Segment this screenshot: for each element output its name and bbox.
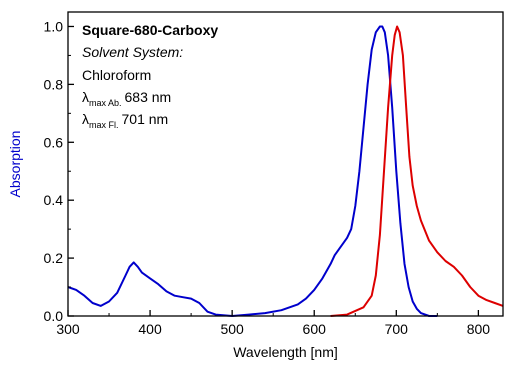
compound-name: Square-680-Carboxy xyxy=(82,22,218,38)
plot-frame xyxy=(67,11,504,317)
lambda-symbol: λ xyxy=(82,111,89,127)
y-tick-label: 0.6 xyxy=(44,134,64,150)
y-tick-label: 1.0 xyxy=(44,18,64,34)
lambda-sub-abs: max Ab. xyxy=(89,98,122,108)
y-axis-title: Absorption xyxy=(7,131,23,198)
x-tick-label: 300 xyxy=(56,321,80,337)
lambda-max-absorption: λmax Ab. 683 nm xyxy=(82,89,171,108)
plot-lines xyxy=(67,25,504,317)
x-tick-label: 800 xyxy=(467,321,491,337)
axis-ticks: 300 400 500 600 700 800 0.0 0.2 0.4 0.6 0.8 1.0 xyxy=(44,18,491,337)
solvent-name: Chloroform xyxy=(82,67,151,83)
x-tick-label: 500 xyxy=(220,321,244,337)
x-tick-label: 700 xyxy=(385,321,409,337)
lambda-fl-value: 701 nm xyxy=(122,111,169,127)
y-tick-label: 0.0 xyxy=(44,308,64,324)
x-tick-label: 400 xyxy=(138,321,162,337)
fluorescence-curve xyxy=(330,25,504,317)
lambda-abs-value: 683 nm xyxy=(125,89,172,105)
y-tick-label: 0.2 xyxy=(44,250,64,266)
annotation-block: Square-680-Carboxy Solvent System: Chlor… xyxy=(82,22,218,130)
solvent-label: Solvent System: xyxy=(82,44,183,60)
y-tick-label: 0.8 xyxy=(44,76,64,92)
absorption-curve xyxy=(67,25,438,317)
y-tick-label: 0.4 xyxy=(44,192,64,208)
lambda-symbol: λ xyxy=(82,89,89,105)
x-axis-title: Wavelength [nm] xyxy=(233,344,338,360)
lambda-sub-fl: max Fl. xyxy=(89,120,119,130)
lambda-max-fluorescence: λmax Fl. 701 nm xyxy=(82,111,168,130)
x-tick-label: 600 xyxy=(303,321,327,337)
